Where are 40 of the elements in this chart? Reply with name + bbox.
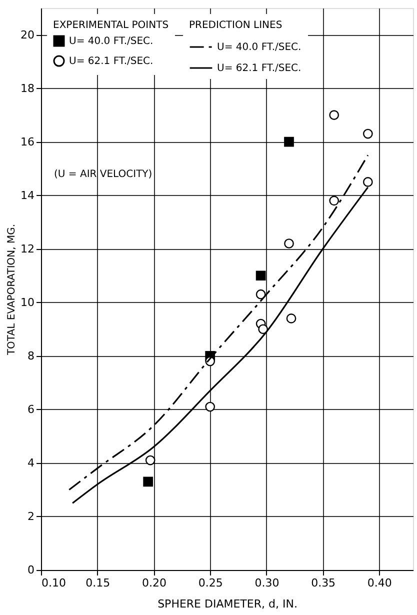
y-tick-label: 6 — [28, 402, 34, 416]
legend-label: U= 40.0 FT./SEC. — [69, 36, 154, 47]
point — [143, 476, 154, 487]
point — [256, 289, 266, 300]
y-tick-label: 12 — [20, 242, 34, 256]
point — [362, 177, 373, 187]
point — [362, 128, 373, 139]
point — [284, 238, 294, 248]
y-tick-label: 4 — [28, 456, 34, 470]
point — [329, 110, 340, 120]
y-tick-label: 18 — [20, 82, 34, 95]
x-tick-label: 0.25 — [198, 576, 223, 590]
y-tick-label: 10 — [20, 296, 34, 309]
point — [205, 402, 216, 412]
point — [256, 270, 266, 281]
x-tick-label: 0.40 — [367, 576, 392, 590]
annotation: PREDICTION LINES — [189, 20, 282, 31]
x-tick-label: 0.10 — [42, 576, 66, 590]
point — [145, 455, 156, 466]
y-tick-label: 2 — [28, 510, 34, 523]
y-tick-label: 20 — [20, 28, 34, 42]
point — [329, 196, 340, 206]
x-tick-label: 0.15 — [86, 576, 110, 590]
point — [258, 324, 268, 334]
y-tick-label: 14 — [20, 188, 34, 202]
legend-label: U= 62.1 FT./SEC. — [69, 56, 154, 67]
y-tick-label: 8 — [28, 349, 34, 362]
point — [286, 314, 296, 324]
annotation: (U = AIR VELOCITY) — [54, 168, 152, 180]
point — [284, 136, 294, 147]
x-tick-label: 0.30 — [254, 576, 280, 590]
x-axis-title: SPHERE DIAMETER, d, IN. — [158, 598, 298, 610]
legend-label: U= 40.0 FT./SEC. — [217, 42, 302, 53]
legend-label: U= 62.1 FT./SEC. — [217, 63, 302, 74]
x-tick-label: 0.20 — [142, 576, 166, 590]
y-tick-label: 0 — [28, 564, 34, 576]
y-tick-label: 16 — [20, 135, 34, 148]
y-axis-title: TOTAL EVAPORATION, MG. — [6, 224, 18, 356]
x-tick-label: 0.35 — [311, 576, 336, 590]
annotation: EXPERIMENTAL POINTS — [53, 20, 169, 31]
